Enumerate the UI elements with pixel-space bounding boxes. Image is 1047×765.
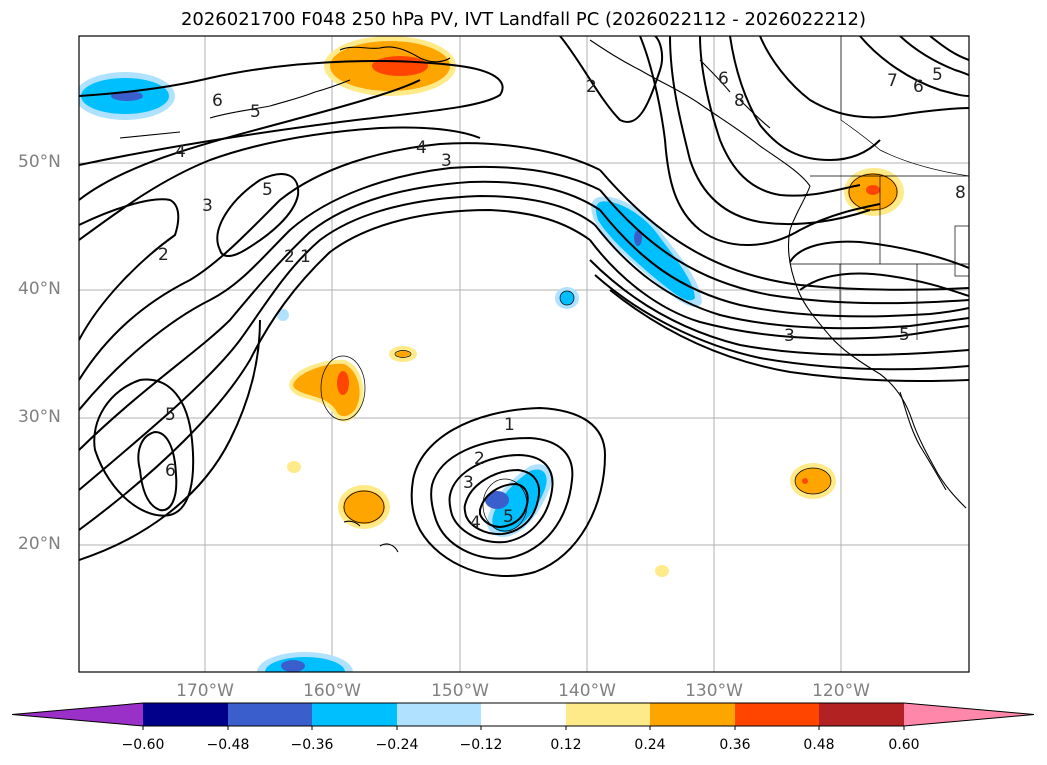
colorbar-segment — [904, 703, 1034, 726]
lon-label: 140°W — [558, 681, 616, 701]
colorbar-segment — [143, 703, 228, 726]
colorbar-tick-label: 0.36 — [719, 737, 751, 753]
colorbar-tick-label: 0.48 — [803, 737, 835, 753]
contour-label: 2 — [158, 245, 169, 265]
lon-label: 130°W — [685, 681, 743, 701]
colorbar-segment — [12, 703, 143, 726]
colorbar-tick-label: −0.24 — [375, 737, 419, 753]
contour-label: 6 — [913, 77, 924, 97]
contour-label: 3 — [463, 473, 474, 493]
colorbar-segment — [650, 703, 735, 726]
map-title: 2026021700 F048 250 hPa PV, IVT Landfall… — [180, 9, 867, 30]
colorbar-segment — [228, 703, 312, 726]
ivt-contours — [79, 36, 969, 577]
contour-label: 2 — [474, 449, 485, 469]
graticule — [79, 36, 969, 672]
contour-label: 3 — [784, 326, 795, 346]
contour-label: 5 — [503, 507, 514, 527]
colorbar-segment — [312, 703, 397, 726]
contour-label: 4 — [470, 513, 481, 533]
pv-thin-contours — [320, 173, 898, 532]
colorbar-tick-label: −0.36 — [290, 737, 334, 753]
contour-label: 6 — [718, 69, 729, 89]
colorbar-segment — [566, 703, 650, 726]
map-border — [78, 35, 970, 673]
contour-label: 7 — [887, 71, 898, 91]
colorbar-tick-label: −0.60 — [121, 737, 165, 753]
contour-label: 5 — [899, 325, 910, 345]
contour-label: 5 — [932, 65, 943, 85]
contour-label: 6 — [212, 91, 223, 111]
contour-label: 3 — [441, 151, 452, 171]
colorbar-tick-label: 0.60 — [888, 737, 920, 753]
lon-label: 150°W — [431, 681, 489, 701]
contour-label: 8 — [955, 183, 966, 203]
lat-label: 20°N — [18, 534, 61, 554]
contour-label: 2 — [586, 77, 597, 97]
colorbar — [11, 702, 1035, 730]
colorbar-segment — [735, 703, 819, 726]
contour-label: 5 — [165, 405, 176, 425]
contour-label: 1 — [504, 415, 515, 435]
colorbar-segment — [397, 703, 481, 726]
contour-label: 6 — [165, 461, 176, 481]
contour-label: 3 — [202, 196, 213, 216]
colorbar-segment — [481, 703, 566, 726]
lon-label: 120°W — [812, 681, 870, 701]
lat-label: 30°N — [18, 407, 61, 427]
borders — [790, 36, 969, 340]
contour-label: 1 — [300, 247, 311, 267]
colorbar-tick-label: 0.12 — [550, 737, 582, 753]
lon-label: 160°W — [303, 681, 361, 701]
contour-label: 5 — [250, 102, 261, 122]
colorbar-tick-label: 0.24 — [634, 737, 666, 753]
lat-label: 50°N — [18, 152, 61, 172]
contour-label: 5 — [262, 180, 273, 200]
colorbar-tick-label: −0.12 — [459, 737, 503, 753]
contour-label: 4 — [175, 142, 186, 162]
contour-label: 4 — [416, 138, 427, 158]
contour-label: 2 — [284, 247, 295, 267]
colorbar-segment — [819, 703, 904, 726]
colorbar-tick-label: −0.48 — [206, 737, 250, 753]
lon-label: 170°W — [176, 681, 234, 701]
contour-labels: 6 5 4 3 2 1 5 2 1 3 4 5 6 1 2 3 4 5 2 6 … — [158, 65, 966, 533]
lat-label: 40°N — [18, 279, 61, 299]
contour-label: 8 — [734, 91, 745, 111]
